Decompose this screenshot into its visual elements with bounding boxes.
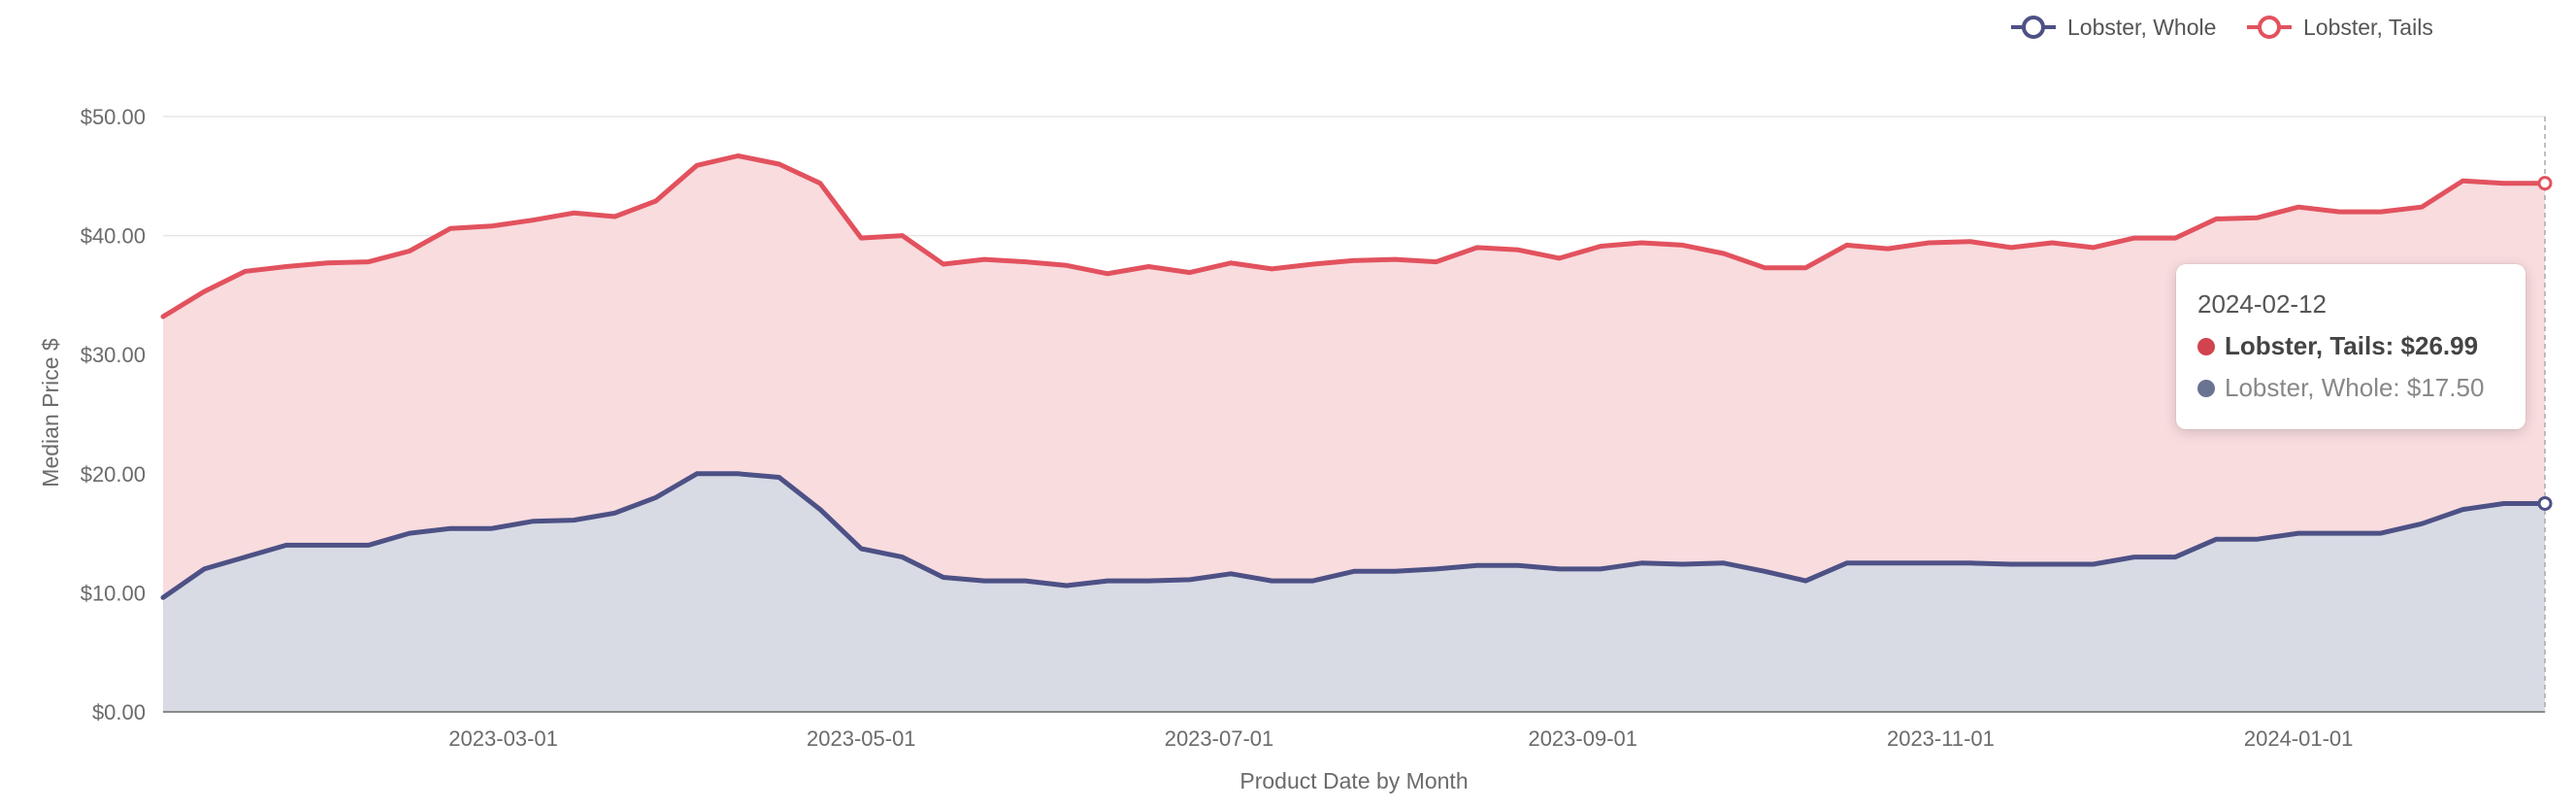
series-line-tails[interactable]: [160, 153, 2548, 320]
y-tick-label: $40.00: [81, 224, 146, 249]
x-tick-label: 2023-03-01: [448, 726, 558, 751]
axes: [163, 117, 2546, 713]
y-tick-label: $50.00: [81, 105, 146, 129]
legend: Lobster, Whole Lobster, Tails: [2011, 15, 2433, 40]
x-tick-label: 2023-07-01: [1165, 726, 1274, 751]
tooltip-tails-color-dot: [2197, 337, 2215, 355]
y-tick-label: $30.00: [81, 343, 146, 367]
hover-points: [2537, 176, 2553, 511]
legend-item-whole[interactable]: Lobster, Whole: [2011, 15, 2216, 40]
tooltip-row-tails: Lobster, Tails: $26.99: [2197, 331, 2506, 361]
chart-tooltip: 2024-02-12 Lobster, Tails: $26.99 Lobste…: [2176, 264, 2526, 429]
x-tick-labels: 2023-03-01 2023-05-01 2023-07-01 2023-09-01…: [448, 726, 2353, 751]
legend-item-tails[interactable]: Lobster, Tails: [2247, 15, 2433, 40]
legend-whole-label: Lobster, Whole: [2067, 15, 2216, 40]
hover-point-tails[interactable]: [2537, 176, 2553, 191]
y-tick-label: $0.00: [92, 700, 146, 724]
tooltip-tails-text: Lobster, Tails: $26.99: [2225, 331, 2479, 360]
series-line-whole[interactable]: [160, 471, 2548, 600]
tooltip-whole-color-dot: [2197, 379, 2215, 397]
tooltip-row-whole: Lobster, Whole: $17.50: [2197, 373, 2506, 403]
legend-tails-swatch-circle: [2258, 16, 2281, 39]
x-tick-label: 2023-05-01: [807, 726, 916, 751]
legend-whole-swatch-circle: [2022, 16, 2045, 39]
y-tick-label: $20.00: [81, 462, 146, 487]
x-tick-label: 2023-11-01: [1887, 726, 1995, 751]
x-tick-label: 2024-01-01: [2244, 726, 2354, 751]
x-axis-title: Product Date by Month: [1239, 768, 1468, 793]
series-lines: [160, 153, 2548, 600]
y-tick-label: $10.00: [81, 581, 146, 605]
area-fill-whole: [163, 473, 2545, 712]
x-tick-label: 2023-09-01: [1528, 726, 1637, 751]
tooltip-whole-text: Lobster, Whole: $17.50: [2225, 373, 2485, 402]
tooltip-date: 2024-02-12: [2197, 289, 2327, 319]
hover-point-whole[interactable]: [2537, 495, 2553, 511]
area-fills: [163, 155, 2545, 712]
y-axis-title: Median Price $: [38, 338, 63, 488]
legend-tails-label: Lobster, Tails: [2303, 15, 2433, 40]
y-tick-labels: $0.00 $10.00 $20.00 $30.00 $40.00 $50.00: [81, 105, 146, 724]
